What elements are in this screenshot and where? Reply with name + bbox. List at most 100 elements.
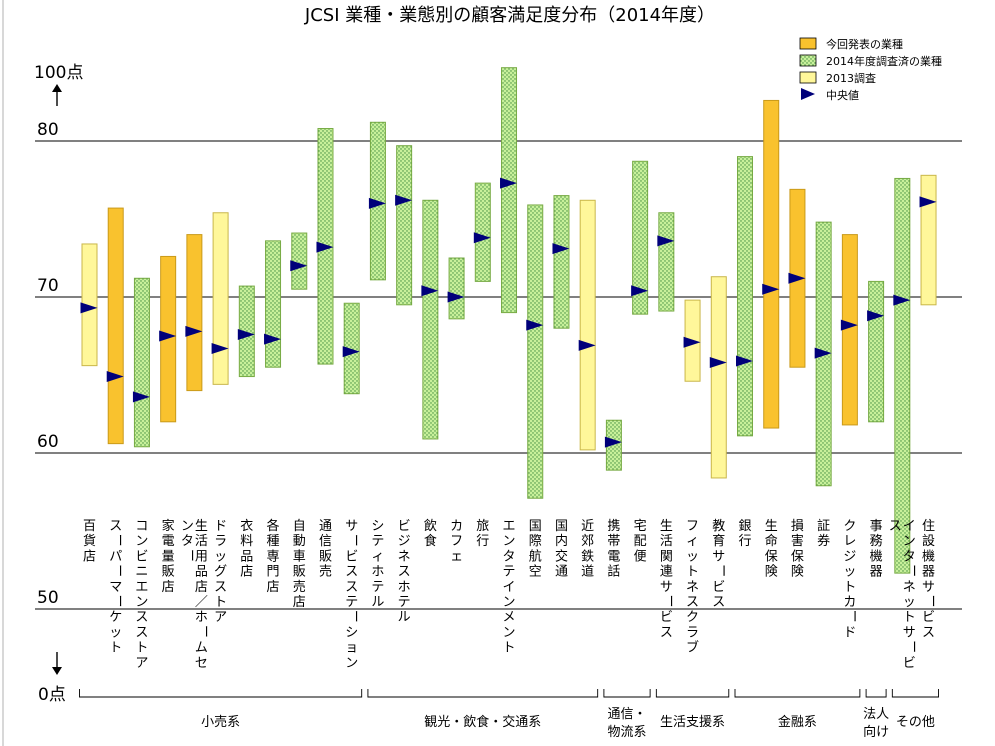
svg-text:険: 険 <box>765 565 778 580</box>
svg-text:ー: ー <box>197 625 212 638</box>
svg-text:ョ: ョ <box>345 641 358 656</box>
svg-text:ホ: ホ <box>195 610 208 625</box>
svg-text:ス: ス <box>889 519 902 534</box>
svg-text:店: 店 <box>195 580 208 595</box>
x-label-百貨店: 百貨店 <box>83 519 96 564</box>
svg-text:店: 店 <box>162 580 175 595</box>
svg-text:機: 機 <box>922 549 935 564</box>
svg-text:ム: ム <box>195 641 208 656</box>
svg-text:ン: ン <box>503 595 516 610</box>
svg-text:設: 設 <box>922 533 935 549</box>
svg-text:機: 機 <box>870 549 883 564</box>
bar-エンタテインメント <box>501 67 518 314</box>
svg-text:サ: サ <box>903 625 916 640</box>
svg-text:タ: タ <box>181 534 194 549</box>
svg-text:通信・: 通信・ <box>608 707 647 722</box>
x-label-宅配便: 宅配便 <box>634 519 647 564</box>
group-観光・飲食・交通系: 観光・飲食・交通系 <box>367 689 599 730</box>
median-marker-国内交通 <box>552 243 570 255</box>
svg-text:ジ: ジ <box>398 534 411 549</box>
svg-text:ス: ス <box>345 580 358 595</box>
svg-text:通: 通 <box>319 519 332 534</box>
svg-text:ー: ー <box>183 549 198 562</box>
svg-text:ビ: ビ <box>345 549 358 564</box>
svg-text:生: 生 <box>195 519 208 534</box>
svg-text:動: 動 <box>293 534 306 549</box>
svg-text:販: 販 <box>293 565 306 580</box>
bar-国際航空 <box>527 204 544 499</box>
group-label: 小売系 <box>201 714 240 730</box>
svg-text:ス: ス <box>712 595 725 610</box>
svg-text:命: 命 <box>765 533 778 549</box>
bar-インターネットサービス <box>894 177 911 574</box>
svg-text:向け: 向け <box>863 724 889 740</box>
svg-text:タ: タ <box>503 549 516 564</box>
svg-text:テ: テ <box>371 580 384 595</box>
svg-text:専: 専 <box>267 549 280 564</box>
svg-text:貨: 貨 <box>83 533 96 549</box>
svg-text:各: 各 <box>267 518 280 534</box>
svg-text:グ: グ <box>214 565 227 580</box>
svg-text:航: 航 <box>529 548 542 564</box>
bar-自動車販売店 <box>291 232 308 290</box>
bar-各種専門店 <box>265 240 282 368</box>
svg-text:ラ: ラ <box>686 625 699 640</box>
bar-生活用品店／ホームセンター <box>186 234 203 392</box>
svg-text:ビ: ビ <box>135 549 148 564</box>
legend-swatch-surveyed <box>799 54 817 67</box>
y-tick-label: 70 <box>37 276 59 296</box>
svg-text:売: 売 <box>293 579 306 595</box>
legend: 今回発表の業種 2014年度調査済の業種 2013調査 中央値 <box>799 37 942 102</box>
svg-text:ネ: ネ <box>398 549 411 564</box>
svg-text:ー: ー <box>925 594 940 607</box>
svg-text:近: 近 <box>581 519 594 534</box>
median-marker-携帯電話 <box>604 436 622 448</box>
svg-text:郊: 郊 <box>581 533 594 549</box>
svg-text:器: 器 <box>922 565 935 580</box>
svg-text:／: ／ <box>195 595 208 610</box>
y-axis-bottom-label: 0点 <box>38 685 66 705</box>
bar-教育サービス <box>710 276 727 479</box>
svg-text:レ: レ <box>843 534 856 549</box>
median-marker-国際航空 <box>526 319 544 331</box>
y-axis-top-label: 100点 <box>34 63 83 83</box>
group-生活支援系: 生活支援系 <box>655 689 730 730</box>
svg-text:携: 携 <box>607 518 620 534</box>
svg-text:ィ: ィ <box>686 534 699 549</box>
median-marker-衣料品店 <box>237 328 255 340</box>
svg-text:交: 交 <box>555 548 568 564</box>
legend-label-median: 中央値 <box>826 89 859 102</box>
svg-text:ビ: ビ <box>922 610 935 625</box>
svg-text:エ: エ <box>135 580 148 595</box>
median-marker-百貨店 <box>80 302 98 314</box>
group-小売系: 小売系 <box>79 689 363 730</box>
svg-text:ト: ト <box>686 565 699 580</box>
svg-text:ア: ア <box>135 656 148 671</box>
chart-title: JCSI 業種・業態別の顧客満足度分布（2014年度） <box>304 5 715 26</box>
median-marker-ドラッグストア <box>211 342 229 354</box>
svg-text:際: 際 <box>529 534 542 549</box>
legend-label-surveyed: 2014年度調査済の業種 <box>826 54 942 68</box>
svg-text:ク: ク <box>686 610 699 625</box>
group-金融系: 金融系 <box>734 689 861 730</box>
legend-median-icon <box>801 88 815 100</box>
svg-text:ッ: ッ <box>843 565 856 580</box>
svg-text:メ: メ <box>503 610 516 625</box>
median-marker-宅配便 <box>631 285 649 297</box>
svg-text:ト: ト <box>903 610 916 625</box>
svg-text:話: 話 <box>607 564 620 580</box>
svg-text:ニ: ニ <box>135 565 148 580</box>
svg-text:道: 道 <box>581 565 594 580</box>
bar-クレジットカード <box>841 234 858 426</box>
svg-text:ン: ン <box>135 595 148 610</box>
svg-text:ブ: ブ <box>686 640 699 656</box>
group-通信・物流系: 通信・物流系 <box>603 689 651 740</box>
